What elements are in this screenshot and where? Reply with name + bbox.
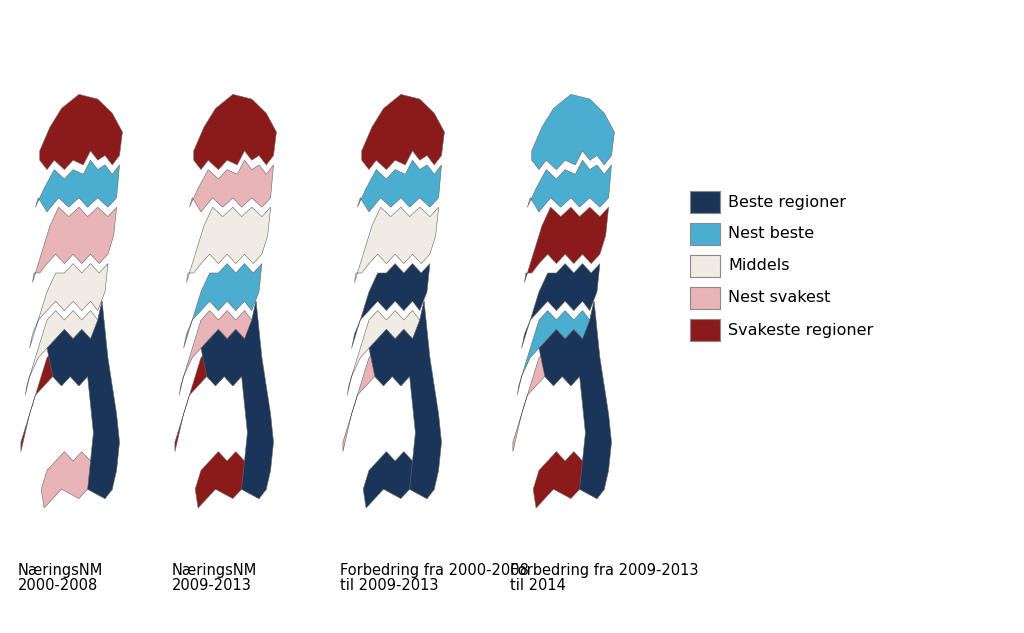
Polygon shape [183,263,262,348]
Text: Middels: Middels [728,258,790,273]
Polygon shape [20,339,90,451]
Polygon shape [517,301,594,395]
Polygon shape [534,451,604,508]
Polygon shape [513,339,583,451]
Polygon shape [369,301,441,499]
Polygon shape [343,339,413,451]
Polygon shape [201,301,273,499]
Polygon shape [194,94,276,170]
Polygon shape [196,451,266,508]
Text: til 2014: til 2014 [510,578,566,593]
Bar [690,287,720,309]
Polygon shape [354,207,438,282]
Text: Beste regioner: Beste regioner [728,194,846,210]
Text: Svakeste regioner: Svakeste regioner [728,322,873,337]
Polygon shape [30,263,108,348]
Polygon shape [186,207,270,282]
Polygon shape [26,301,102,395]
Polygon shape [364,451,434,508]
Bar [690,255,720,277]
Text: 2000-2008: 2000-2008 [18,578,98,593]
Polygon shape [524,207,608,282]
Polygon shape [347,301,424,395]
Text: Nest beste: Nest beste [728,227,814,242]
Polygon shape [41,451,113,508]
Text: Nest svakest: Nest svakest [728,291,830,306]
Polygon shape [351,263,430,348]
Text: Forbedring fra 2000-2008: Forbedring fra 2000-2008 [340,563,528,578]
Bar [690,319,720,341]
Polygon shape [47,301,120,499]
Text: NæringsNM: NæringsNM [18,563,103,578]
Polygon shape [33,207,117,282]
Text: 2009-2013: 2009-2013 [172,578,252,593]
Text: til 2009-2013: til 2009-2013 [340,578,438,593]
Polygon shape [175,339,245,451]
Bar [690,223,720,245]
Polygon shape [361,94,444,170]
Polygon shape [189,160,273,212]
Polygon shape [179,301,256,395]
Text: NæringsNM: NæringsNM [172,563,257,578]
Polygon shape [40,94,123,170]
Polygon shape [357,160,441,212]
Polygon shape [521,263,600,348]
Polygon shape [531,94,614,170]
Polygon shape [527,160,611,212]
Text: Forbedring fra 2009-2013: Forbedring fra 2009-2013 [510,563,698,578]
Polygon shape [539,301,611,499]
Bar [690,191,720,213]
Polygon shape [36,160,120,212]
